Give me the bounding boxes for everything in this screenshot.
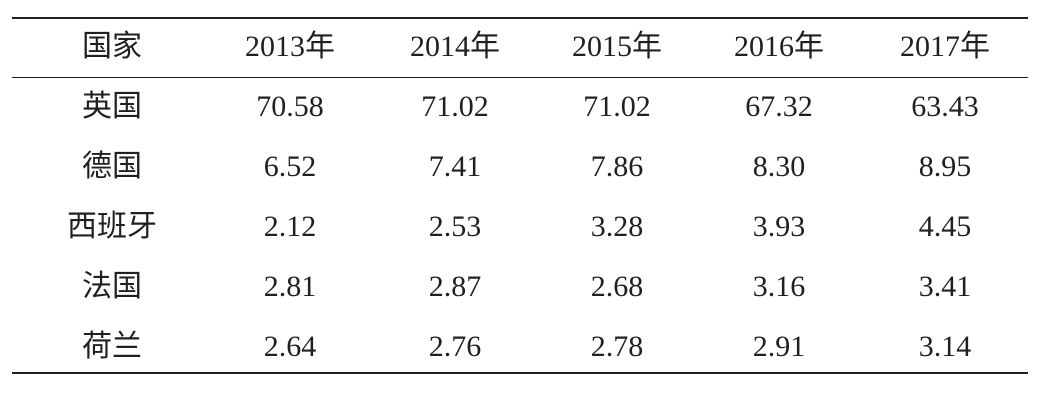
table-cell: 2.78 — [590, 330, 644, 363]
table-cell: 2.91 — [752, 330, 806, 363]
row-label: 荷兰 — [82, 330, 142, 363]
header-cell: 2016年 — [734, 30, 824, 63]
table-cell: 2.53 — [428, 210, 482, 243]
table-cell: 2.12 — [263, 210, 317, 243]
row-label: 西班牙 — [67, 210, 157, 243]
table-cell: 3.93 — [752, 210, 806, 243]
header-cell: 国家 — [82, 30, 142, 63]
header-rule — [12, 77, 1028, 78]
table-cell: 71.02 — [421, 90, 489, 123]
table-cell: 63.43 — [911, 90, 979, 123]
table-cell: 7.41 — [428, 150, 482, 183]
header-cell: 2014年 — [410, 30, 500, 63]
table-cell: 2.76 — [428, 330, 482, 363]
table-cell: 71.02 — [583, 90, 651, 123]
table-cell: 3.14 — [918, 330, 972, 363]
row-label: 法国 — [82, 270, 142, 303]
header-cell: 2017年 — [900, 30, 990, 63]
table-cell: 4.45 — [918, 210, 972, 243]
table-cell: 8.95 — [918, 150, 972, 183]
header-cell: 2015年 — [572, 30, 662, 63]
table-cell: 2.68 — [590, 270, 644, 303]
table-cell: 67.32 — [745, 90, 813, 123]
header-cell: 2013年 — [245, 30, 335, 63]
table-cell: 8.30 — [752, 150, 806, 183]
table-cell: 2.64 — [263, 330, 317, 363]
row-label: 德国 — [82, 150, 142, 183]
bottom-rule — [12, 372, 1028, 374]
table-cell: 2.81 — [263, 270, 317, 303]
row-label: 英国 — [82, 90, 142, 123]
table-cell: 3.28 — [590, 210, 644, 243]
table-cell: 6.52 — [263, 150, 317, 183]
table-cell: 2.87 — [428, 270, 482, 303]
table-cell: 3.16 — [752, 270, 806, 303]
top-rule — [12, 17, 1028, 19]
table-cell: 3.41 — [918, 270, 972, 303]
table-cell: 7.86 — [590, 150, 644, 183]
table-cell: 70.58 — [256, 90, 324, 123]
